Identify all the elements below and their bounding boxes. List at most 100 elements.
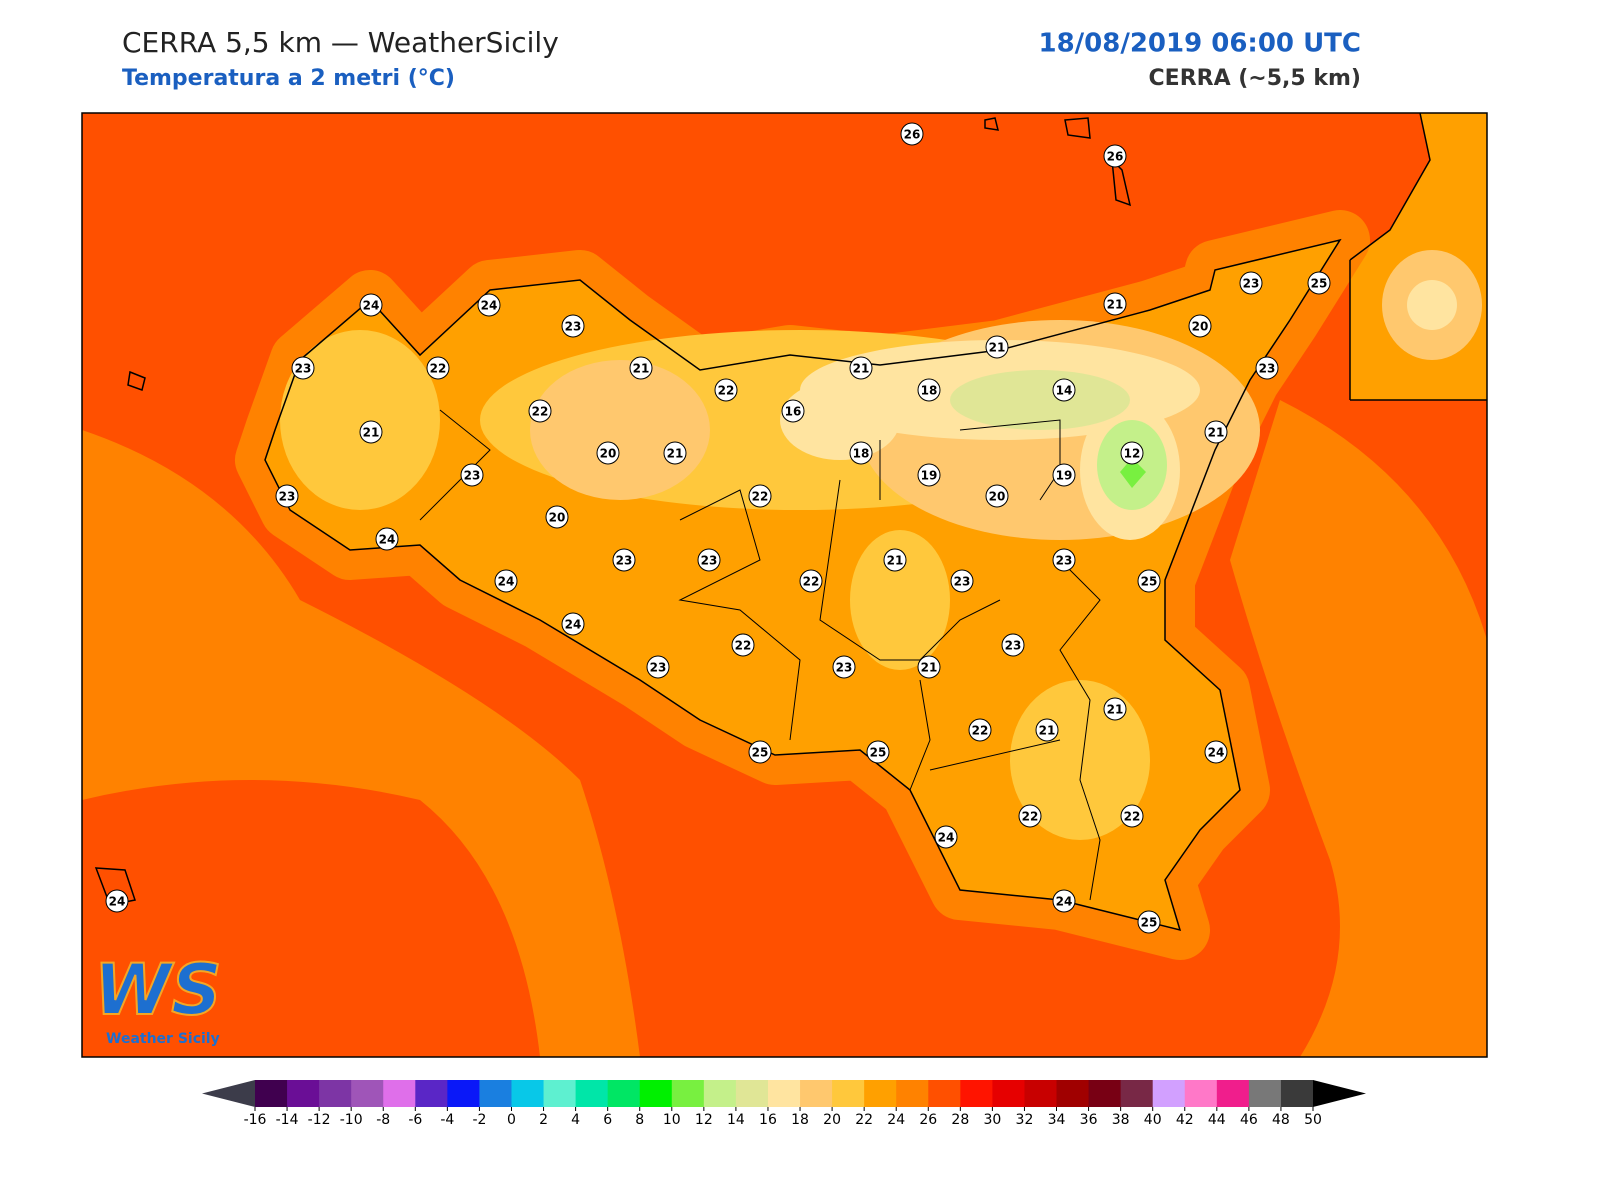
station-value: 22 — [430, 362, 447, 376]
colorbar-segment — [575, 1080, 609, 1107]
colorbar-tick-label: 14 — [727, 1112, 745, 1128]
station-value: 24 — [1208, 746, 1225, 760]
station-value: 25 — [870, 746, 887, 760]
station-value: 24 — [498, 575, 515, 589]
station-marker — [799, 569, 823, 593]
station: 25 — [748, 740, 772, 764]
station: 21 — [985, 335, 1009, 359]
title: CERRA 5,5 km — WeatherSicily — [122, 26, 559, 59]
station-value: 20 — [1192, 320, 1209, 334]
station: 21 — [663, 441, 687, 465]
station: 24 — [1204, 740, 1228, 764]
station: 24 — [561, 612, 585, 636]
station-marker — [731, 633, 755, 657]
station: 23 — [291, 356, 315, 380]
station-value: 24 — [481, 299, 498, 313]
station-value: 23 — [279, 490, 296, 504]
colorbar-segment — [1216, 1080, 1250, 1107]
station-value: 25 — [752, 746, 769, 760]
station: 20 — [1188, 314, 1212, 338]
colorbar-tick-label: 8 — [635, 1112, 644, 1128]
station-marker — [748, 740, 772, 764]
colorbar-segment — [800, 1080, 833, 1107]
colorbar-segment — [671, 1080, 705, 1107]
station-marker — [545, 505, 569, 529]
colorbar-tick-label: 12 — [695, 1112, 713, 1128]
station-marker — [1035, 718, 1059, 742]
station: 22 — [748, 484, 772, 508]
station-value: 19 — [1056, 469, 1073, 483]
colorbar-tick-label: -8 — [376, 1112, 390, 1128]
station-value: 23 — [954, 575, 971, 589]
station-value: 23 — [616, 554, 633, 568]
island — [94, 117, 1132, 906]
station-value: 21 — [1208, 426, 1225, 440]
station-value: 22 — [735, 639, 752, 653]
station: 24 — [494, 569, 518, 593]
station: 24 — [934, 825, 958, 849]
station: 23 — [832, 655, 856, 679]
station-marker — [1239, 271, 1263, 295]
station-value: 20 — [600, 447, 617, 461]
station-marker — [477, 293, 501, 317]
station-marker — [950, 569, 974, 593]
colorbar-segment — [255, 1080, 288, 1107]
colorbar-segment — [832, 1080, 865, 1107]
station-value: 23 — [650, 661, 667, 675]
colorbar-segment — [864, 1080, 897, 1107]
colorbar-tick-label: 32 — [1016, 1112, 1034, 1128]
colorbar-tick-label: 10 — [663, 1112, 681, 1128]
station-marker — [105, 889, 129, 913]
station-marker — [1120, 804, 1144, 828]
colorbar-tick-label: -14 — [276, 1112, 299, 1128]
station: 20 — [596, 441, 620, 465]
colorbar-tick-label: 4 — [571, 1112, 580, 1128]
station: 23 — [612, 548, 636, 572]
station-marker — [1307, 271, 1331, 295]
colorbar-segment — [351, 1080, 384, 1107]
station: 14 — [1052, 378, 1076, 402]
station: 26 — [1103, 144, 1127, 168]
station-value: 21 — [1107, 298, 1124, 312]
station-marker — [985, 484, 1009, 508]
datetime: 18/08/2019 06:00 UTC — [1038, 29, 1361, 59]
station-value: 21 — [667, 447, 684, 461]
station: 18 — [917, 378, 941, 402]
station-value: 20 — [549, 511, 566, 525]
station-value: 21 — [363, 426, 380, 440]
colorbar-segment — [447, 1080, 480, 1107]
colorbar-tick-label: -16 — [244, 1112, 267, 1128]
station-value: 22 — [803, 575, 820, 589]
colorbar-tick-label: 40 — [1144, 1112, 1162, 1128]
station-marker — [968, 718, 992, 742]
colorbar-segment — [607, 1080, 641, 1107]
colorbar-segment — [511, 1080, 545, 1107]
station-marker — [359, 420, 383, 444]
station-marker — [883, 548, 907, 572]
station-marker — [460, 463, 484, 487]
colorbar-tick-label: 18 — [791, 1112, 809, 1128]
station-marker — [1255, 356, 1279, 380]
station-marker — [561, 612, 585, 636]
station-marker — [375, 527, 399, 551]
colorbar-tick-label: -6 — [408, 1112, 422, 1128]
station: 26 — [900, 122, 924, 146]
station-marker — [748, 484, 772, 508]
station: 25 — [866, 740, 890, 764]
station: 21 — [629, 356, 653, 380]
station-value: 18 — [853, 447, 870, 461]
colorbar-tick-label: 50 — [1304, 1112, 1322, 1128]
calabria-core — [1407, 280, 1457, 330]
station-marker — [866, 740, 890, 764]
station-marker — [917, 378, 941, 402]
station-marker — [1204, 740, 1228, 764]
station-marker — [934, 825, 958, 849]
colorbar-segment — [1024, 1080, 1058, 1107]
station: 24 — [375, 527, 399, 551]
station-value: 21 — [1107, 703, 1124, 717]
station-value: 23 — [836, 661, 853, 675]
colorbar-segment — [1088, 1080, 1122, 1107]
station: 20 — [545, 505, 569, 529]
colorbar-segment — [639, 1080, 673, 1107]
mild-zone — [530, 360, 710, 500]
